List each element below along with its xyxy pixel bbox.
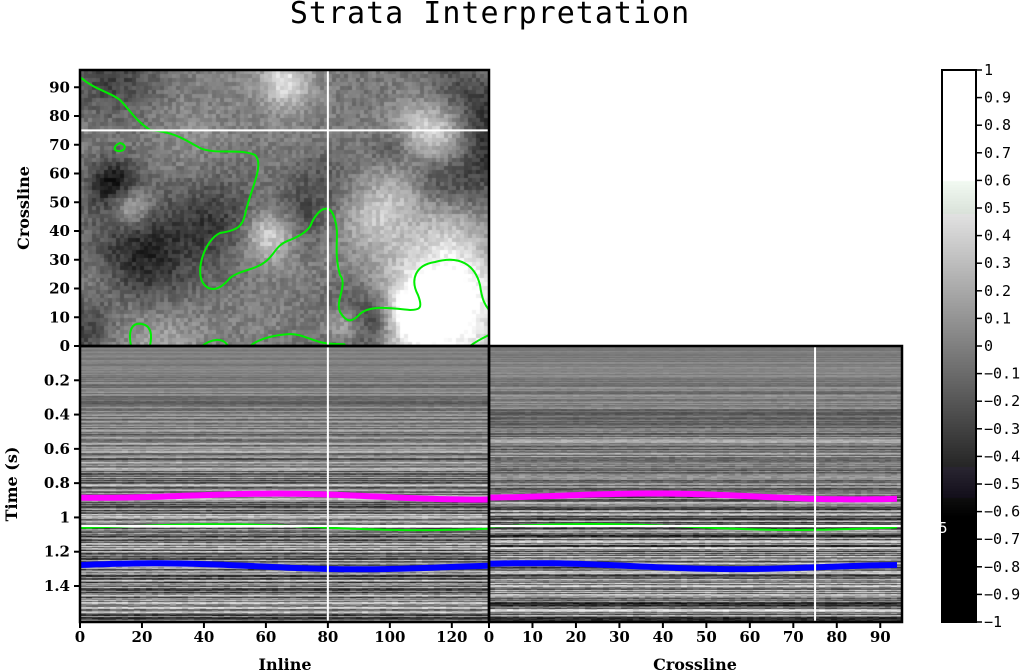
- ytick-label-time: 0.8: [44, 474, 70, 492]
- colorbar-tick-label: −0.9: [984, 585, 1020, 603]
- xtick-label-inline: 0: [75, 628, 85, 646]
- colorbar-tick-label: −0.4: [984, 447, 1020, 465]
- colorbar-tick-label: −0.5: [984, 475, 1020, 493]
- horizon-magenta-crossline: [489, 490, 898, 503]
- ytick-label-crossline: 30: [49, 251, 70, 269]
- xlabel-crossline: Crossline: [653, 655, 737, 672]
- horizon-blue-inline: [79, 560, 489, 573]
- map-view-image: [80, 70, 489, 346]
- xtick-label-inline: 60: [255, 628, 276, 646]
- horizon-magenta-inline: [79, 490, 489, 503]
- xtick-label-crossline: 10: [522, 628, 543, 646]
- xtick-label-inline: 100: [374, 628, 405, 646]
- chart-title: Strata Interpretation: [289, 0, 691, 31]
- crossline-section-frame: [487, 344, 904, 624]
- inline-section-frame: [78, 344, 491, 624]
- colorbar-tick-label: −0.1: [984, 365, 1020, 383]
- ytick-label-crossline: 10: [49, 308, 70, 326]
- xtick-label-crossline: 0: [484, 628, 494, 646]
- contour-line-4: [249, 332, 346, 347]
- horizon-blue-crossline: [488, 560, 898, 573]
- ytick-label-crossline: 40: [49, 222, 70, 240]
- colorbar-tick-label: 0.3: [984, 254, 1011, 272]
- inline-section-image: [80, 346, 489, 622]
- colorbar-tick-label: −0.3: [984, 420, 1020, 438]
- ytick-label-crossline: 50: [49, 193, 70, 211]
- colorbar-tick-label: −1: [984, 613, 1002, 631]
- contour-line-1: [113, 141, 126, 153]
- ytick-label-time: 1.4: [44, 577, 70, 595]
- ylabel-crossline: Crossline: [14, 166, 33, 250]
- ytick-label-crossline: 80: [49, 107, 70, 125]
- colorbar-tick-label: −0.2: [984, 392, 1020, 410]
- contour-line-5: [469, 334, 490, 347]
- ytick-label-time: 1.2: [44, 543, 70, 561]
- map-view-frame: [78, 68, 491, 348]
- ytick-label-crossline: 70: [49, 136, 70, 154]
- colorbar-gradient: [942, 70, 976, 622]
- colorbar-tick-label: 0.5: [984, 199, 1011, 217]
- xtick-label-inline: 80: [317, 628, 338, 646]
- xtick-label-crossline: 90: [870, 628, 891, 646]
- ytick-label-time: 0.4: [44, 406, 70, 424]
- ytick-label-crossline: 20: [49, 280, 70, 298]
- stray-label: 5: [938, 519, 947, 537]
- colorbar-tick-label: −0.8: [984, 558, 1020, 576]
- ytick-label-crossline: 90: [49, 78, 70, 96]
- contour-line-3: [201, 339, 229, 347]
- xtick-label-crossline: 30: [609, 628, 630, 646]
- colorbar-tick-label: 0: [984, 337, 993, 355]
- xlabel-inline: Inline: [258, 655, 311, 672]
- ytick-label-time: 0.6: [44, 440, 70, 458]
- xtick-label-crossline: 70: [783, 628, 804, 646]
- colorbar-tick-label: −0.6: [984, 503, 1020, 521]
- colorbar-tick-label: 1: [984, 61, 993, 79]
- colorbar-tick-label: 0.8: [984, 116, 1011, 134]
- colorbar-tick-label: 0.9: [984, 89, 1011, 107]
- xtick-label-inline: 40: [194, 628, 215, 646]
- ytick-label-time: 0.2: [44, 371, 70, 389]
- colorbar-tick-label: 0.4: [984, 227, 1011, 245]
- colorbar-tick-label: −0.7: [984, 530, 1020, 548]
- crossline-section-image: [489, 346, 902, 622]
- ylabel-time: Time (s): [2, 447, 21, 522]
- ytick-label-crossline: 60: [49, 165, 70, 183]
- colorbar-tick-label: 0.1: [984, 309, 1011, 327]
- xtick-label-crossline: 80: [826, 628, 847, 646]
- xtick-label-crossline: 60: [739, 628, 760, 646]
- xtick-label-crossline: 20: [566, 628, 587, 646]
- ytick-label-time: 1: [60, 508, 70, 526]
- colorbar-frame: [941, 69, 977, 623]
- xtick-label-inline: 20: [132, 628, 153, 646]
- colorbar-tick-label: 0.7: [984, 144, 1011, 162]
- colorbar-tick-label: 0.2: [984, 282, 1011, 300]
- contour-line-2: [129, 322, 152, 347]
- xtick-label-inline: 120: [436, 628, 467, 646]
- xtick-label-crossline: 40: [652, 628, 673, 646]
- xtick-label-crossline: 50: [696, 628, 717, 646]
- ytick-label-crossline: 0: [60, 337, 70, 355]
- colorbar-tick-label: 0.6: [984, 171, 1011, 189]
- contour-line-0: [79, 76, 490, 322]
